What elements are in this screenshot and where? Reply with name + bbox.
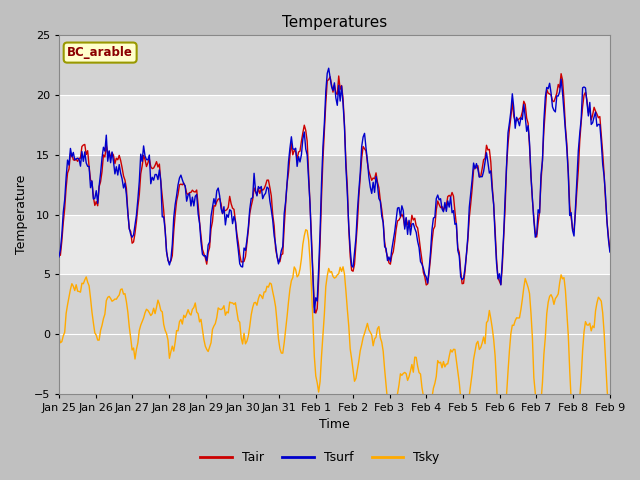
Y-axis label: Temperature: Temperature	[15, 175, 28, 254]
Line: Tsurf: Tsurf	[59, 68, 610, 312]
Bar	[59, 95, 610, 155]
Text: BC_arable: BC_arable	[67, 46, 133, 59]
Tair	[104, 151, 111, 157]
Tair	[348, 267, 355, 273]
X-axis label: Time: Time	[319, 419, 350, 432]
Tsky	[302, 227, 310, 233]
Tsky	[440, 359, 447, 364]
Tair	[606, 247, 614, 252]
Title: Temperatures: Temperatures	[282, 15, 387, 30]
Tsurf	[55, 254, 63, 260]
Bar	[59, 215, 610, 275]
Tsurf	[424, 280, 431, 286]
Tair	[68, 151, 76, 157]
Tsky	[348, 356, 355, 362]
Tair	[282, 201, 289, 207]
Tsky	[104, 294, 111, 300]
Tair	[557, 71, 565, 77]
Tsky	[606, 422, 614, 428]
Tsky	[68, 281, 76, 287]
Tair	[440, 208, 447, 214]
Tsky	[282, 327, 289, 333]
Tsurf	[310, 310, 318, 315]
Tsurf	[325, 65, 333, 71]
Tsurf	[606, 249, 614, 255]
Tair	[422, 282, 430, 288]
Tsurf	[104, 158, 111, 164]
Tair	[312, 310, 319, 316]
Tsurf	[282, 199, 289, 204]
Tsurf	[441, 200, 449, 205]
Tsurf	[68, 154, 76, 160]
Line: Tair: Tair	[59, 74, 610, 313]
Tsurf	[349, 264, 357, 270]
Legend: Tair, Tsurf, Tsky: Tair, Tsurf, Tsky	[195, 446, 445, 469]
Line: Tsky: Tsky	[59, 230, 610, 443]
Tsky	[55, 334, 63, 339]
Tsky	[422, 411, 430, 417]
Tsky	[572, 440, 579, 445]
Tair	[55, 251, 63, 256]
